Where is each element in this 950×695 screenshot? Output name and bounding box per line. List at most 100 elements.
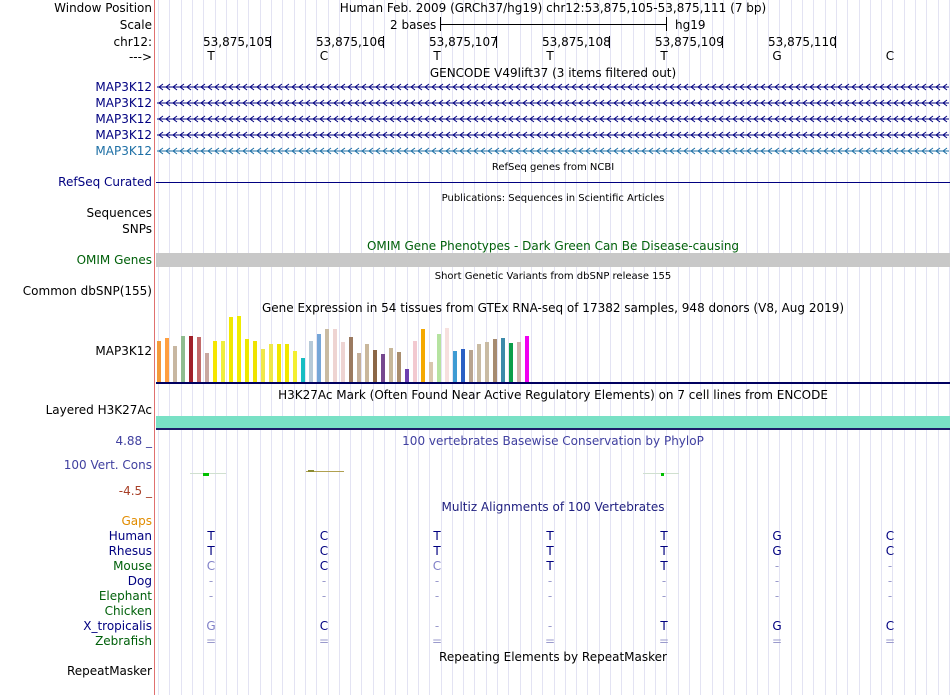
strand-chevron <box>242 83 248 91</box>
gtex-tissue-bar[interactable] <box>429 362 433 382</box>
phylop-label[interactable]: 100 Vert. Cons <box>63 458 152 472</box>
gtex-tissue-bar[interactable] <box>261 349 265 382</box>
publications-sequences-label[interactable]: Sequences <box>86 206 152 220</box>
gtex-tissue-bar[interactable] <box>493 339 497 382</box>
gtex-tissue-bar[interactable] <box>341 342 345 382</box>
strand-chevron <box>277 83 283 91</box>
gtex-tissue-bar[interactable] <box>253 341 257 382</box>
gtex-tissue-bar[interactable] <box>245 339 249 382</box>
gtex-tissue-bar[interactable] <box>301 358 305 382</box>
refseq-gene-line[interactable] <box>156 182 950 183</box>
gtex-tissue-bar[interactable] <box>469 350 473 382</box>
gtex-tissue-bar[interactable] <box>173 346 177 382</box>
multiz-species-label[interactable]: X_tropicalis <box>83 619 152 633</box>
gtex-tissue-bar[interactable] <box>413 341 417 382</box>
strand-chevron <box>312 147 318 155</box>
gtex-tissue-bar[interactable] <box>165 338 169 382</box>
multiz-gaps-label[interactable]: Gaps <box>121 514 152 528</box>
gtex-tissue-bar[interactable] <box>461 349 465 382</box>
strand-chevron <box>165 131 171 139</box>
strand-chevron <box>501 83 507 91</box>
refseq-label[interactable]: RefSeq Curated <box>58 175 152 189</box>
omim-label[interactable]: OMIM Genes <box>76 253 152 267</box>
gtex-tissue-bar[interactable] <box>157 341 161 382</box>
gtex-tissue-bar[interactable] <box>517 342 521 382</box>
gtex-tissue-bar[interactable] <box>333 329 337 382</box>
multiz-species-label[interactable]: Chicken <box>104 604 152 618</box>
strand-chevron <box>935 83 941 91</box>
gencode-gene-label[interactable]: MAP3K12 <box>95 128 152 142</box>
gtex-tissue-bar[interactable] <box>277 344 281 382</box>
gtex-tissue-bar[interactable] <box>445 328 449 382</box>
gtex-tissue-bar[interactable] <box>525 336 529 382</box>
gencode-gene-label[interactable]: MAP3K12 <box>95 80 152 94</box>
gtex-tissue-bar[interactable] <box>293 351 297 382</box>
gtex-tissue-bar[interactable] <box>189 336 193 382</box>
strand-chevron <box>501 115 507 123</box>
gtex-tissue-bar[interactable] <box>437 334 441 382</box>
gtex-tissue-bar[interactable] <box>325 329 329 382</box>
multiz-species-label[interactable]: Mouse <box>113 559 152 573</box>
gtex-tissue-bar[interactable] <box>477 344 481 382</box>
strand-chevron <box>781 83 787 91</box>
strand-chevron <box>298 131 304 139</box>
strand-chevron <box>508 147 514 155</box>
gtex-tissue-bar[interactable] <box>381 354 385 382</box>
strand-chevron <box>893 83 899 91</box>
gencode-gene-label[interactable]: MAP3K12 <box>95 144 152 158</box>
phylop-bar-1[interactable] <box>203 473 209 476</box>
gtex-tissue-bar[interactable] <box>205 353 209 382</box>
strand-chevron <box>690 99 696 107</box>
gencode-gene-label[interactable]: MAP3K12 <box>95 112 152 126</box>
gtex-tissue-bar[interactable] <box>373 350 377 382</box>
gtex-tissue-bar[interactable] <box>421 329 425 382</box>
strand-chevron <box>844 147 850 155</box>
gtex-tissue-bar[interactable] <box>213 341 217 382</box>
gtex-tissue-bar[interactable] <box>285 344 289 382</box>
strand-chevron <box>648 83 654 91</box>
multiz-species-label[interactable]: Dog <box>127 574 152 588</box>
gtex-tissue-bar[interactable] <box>237 316 241 382</box>
gencode-gene-feature[interactable] <box>157 99 949 107</box>
gencode-gene-feature[interactable] <box>157 147 949 155</box>
publications-snps-label[interactable]: SNPs <box>122 222 152 236</box>
multiz-species-label[interactable]: Elephant <box>98 589 152 603</box>
gtex-label[interactable]: MAP3K12 <box>95 344 152 358</box>
multiz-species-label[interactable]: Zebrafish <box>95 634 152 648</box>
strand-chevron <box>655 99 661 107</box>
gencode-gene-label[interactable]: MAP3K12 <box>95 96 152 110</box>
gtex-tissue-bar[interactable] <box>485 342 489 382</box>
gtex-tissue-bar[interactable] <box>365 344 369 382</box>
strand-chevron <box>487 131 493 139</box>
gtex-tissue-bar[interactable] <box>453 351 457 382</box>
gtex-tissue-bar[interactable] <box>221 341 225 382</box>
gtex-tissue-bar[interactable] <box>509 343 513 382</box>
gtex-tissue-bar[interactable] <box>197 337 201 382</box>
omim-gene-bar[interactable] <box>156 253 950 267</box>
gtex-tissue-bar[interactable] <box>309 341 313 382</box>
phylop-bar-3[interactable] <box>661 473 664 476</box>
repeatmasker-label[interactable]: RepeatMasker <box>66 664 152 678</box>
strand-chevron <box>900 99 906 107</box>
gtex-tissue-bar[interactable] <box>229 317 233 382</box>
h3k27ac-signal-band[interactable] <box>156 416 950 428</box>
multiz-species-label[interactable]: Rhesus <box>108 544 152 558</box>
dbsnp-label[interactable]: Common dbSNP(155) <box>22 284 152 298</box>
gtex-tissue-bar[interactable] <box>405 369 409 382</box>
gtex-tissue-bar[interactable] <box>269 344 273 382</box>
gtex-tissue-bar[interactable] <box>501 338 505 382</box>
gencode-gene-feature[interactable] <box>157 131 949 139</box>
strand-chevron <box>298 99 304 107</box>
gtex-tissue-bar[interactable] <box>357 353 361 382</box>
gtex-tissue-bar[interactable] <box>349 337 353 382</box>
h3k27ac-label[interactable]: Layered H3K27Ac <box>45 403 152 417</box>
gtex-tissue-bar[interactable] <box>181 336 185 382</box>
gencode-gene-feature[interactable] <box>157 83 949 91</box>
multiz-species-label[interactable]: Human <box>108 529 152 543</box>
gtex-tissue-bar[interactable] <box>397 352 401 382</box>
phylop-bar-2[interactable] <box>308 470 314 472</box>
gtex-tissue-bar[interactable] <box>389 348 393 382</box>
gencode-gene-feature[interactable] <box>157 115 949 123</box>
gtex-tissue-bar[interactable] <box>317 334 321 382</box>
strand-chevron <box>564 99 570 107</box>
